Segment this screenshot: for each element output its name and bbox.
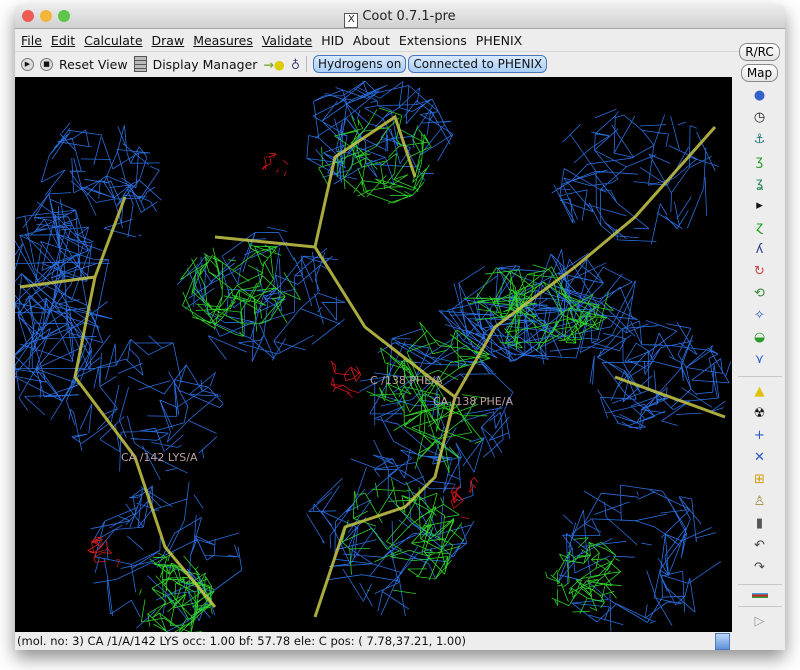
title-bar: X Coot 0.7.1-pre (15, 5, 785, 29)
mesh-blob (306, 439, 475, 616)
torsion-icon[interactable]: ⟲ (754, 286, 765, 301)
map-button[interactable]: Map (740, 64, 779, 82)
redo-icon[interactable]: ↷ (754, 560, 765, 576)
add-residue-icon[interactable]: + (754, 428, 765, 444)
reset-view-button[interactable]: Reset View (59, 56, 128, 72)
status-bar: (mol. no: 3) CA /1/A/142 LYS occ: 1.00 b… (15, 632, 785, 650)
mesh-blob (139, 552, 215, 632)
menu-phenix[interactable]: PHENIX (475, 32, 523, 48)
mesh-blob (545, 537, 622, 615)
atom-label: CA /142 LYS/A (121, 451, 198, 464)
backbone-trace (19, 114, 726, 618)
toolbar: ▶ ■ Reset View Display Manager →● ♁ Hydr… (15, 51, 739, 76)
undo-icon[interactable]: ↶ (754, 538, 765, 554)
clear-pending-icon[interactable]: ♙ (753, 494, 766, 510)
auto-fit-rotamer-icon[interactable]: ʎ (755, 242, 764, 257)
mesh-blob (450, 477, 479, 520)
3d-graphics-canvas[interactable]: C /138 PHE/A CA /138 PHE/A CA /142 LYS/A (15, 77, 732, 632)
mesh-blob (589, 320, 732, 430)
real-space-refine-icon[interactable]: ʒ (755, 154, 764, 169)
delete-icon[interactable]: ▮ (755, 516, 764, 532)
status-indicator (715, 633, 730, 650)
stop-icon[interactable]: ■ (40, 57, 53, 71)
mesh-blob (438, 249, 649, 365)
mesh-blob (359, 328, 514, 493)
mesh-blob (318, 107, 432, 204)
mesh-blob (66, 335, 224, 481)
display-manager-button[interactable]: Display Manager (152, 56, 258, 72)
menu-bar: File Edit Calculate Draw Measures Validate HID… (15, 29, 785, 51)
mesh-blob (176, 226, 346, 362)
display-manager-icon (133, 56, 147, 72)
mesh-blob (330, 361, 362, 398)
menu-file[interactable]: File (21, 32, 42, 48)
add-terminal-icon[interactable]: ✕ (754, 450, 765, 466)
pep-flip-icon[interactable]: ✧ (754, 308, 765, 323)
side-chain-icon[interactable]: ◒ (753, 330, 766, 345)
mesh-blob (557, 484, 722, 632)
mesh-blob (15, 192, 113, 421)
mesh-blob (179, 238, 301, 337)
mesh-blob (366, 321, 491, 474)
globe-icon[interactable]: ● (753, 88, 766, 103)
go-to-atom-icon[interactable]: →● (263, 56, 285, 72)
mesh-blob (551, 108, 719, 245)
more-icon[interactable]: ▷ (754, 614, 765, 629)
rrc-button[interactable]: R/RC (739, 43, 780, 61)
mesh-blob (341, 478, 465, 594)
backrub-icon[interactable]: ⋎ (754, 352, 765, 367)
menu-edit[interactable]: Edit (50, 32, 76, 48)
status-text: (mol. no: 3) CA /1/A/142 LYS occ: 1.00 b… (17, 634, 467, 648)
hydrogens-toggle[interactable]: Hydrogens on (312, 55, 407, 73)
x11-icon: X (344, 13, 359, 28)
place-atom-icon[interactable]: ▲ (754, 384, 765, 400)
regularize-icon[interactable]: ʓ (755, 176, 764, 191)
zoom-button[interactable] (58, 10, 70, 22)
mesh-blob (87, 536, 120, 568)
clock-icon[interactable]: ◷ (753, 110, 766, 125)
density-map-mesh (15, 80, 732, 632)
window-title: Coot 0.7.1-pre (362, 9, 456, 24)
rotamer-icon[interactable]: ↻ (754, 264, 765, 279)
menu-hid[interactable]: HID (321, 32, 344, 48)
play-icon[interactable]: ▸ (756, 198, 763, 213)
coot-window: X Coot 0.7.1-pre File Edit Calculate Draw Mea… (15, 5, 785, 650)
atom-label: C /138 PHE/A (370, 374, 443, 387)
mesh-blob (463, 264, 614, 352)
menu-calculate[interactable]: Calculate (84, 32, 143, 48)
menu-draw[interactable]: Draw (151, 32, 185, 48)
close-button[interactable] (22, 10, 34, 22)
menu-validate[interactable]: Validate (261, 32, 313, 48)
atom-label: CA /138 PHE/A (433, 395, 513, 408)
mesh-blob (306, 80, 454, 185)
menu-measures[interactable]: Measures (193, 32, 253, 48)
add-alt-conf-icon[interactable]: ⊞ (754, 472, 765, 488)
menu-about[interactable]: About (352, 32, 390, 48)
mesh-blob (261, 153, 289, 177)
model-icon[interactable]: ♁ (290, 56, 300, 72)
menu-extensions[interactable]: Extensions (398, 32, 467, 48)
phenix-connection-button[interactable]: Connected to PHENIX (408, 55, 548, 73)
mesh-blob (34, 122, 162, 251)
anchor-icon[interactable]: ⚓ (753, 132, 766, 147)
side-toolbar: R/RC Map ● ◷ ⚓ ʒ ʓ ▸ ɀ ʎ ↻ ⟲ ✧ ◒ ⋎ ▲ ☢ + ✕ ⊞ ♙ ▮ ↶ ↷ ▷ (734, 43, 785, 633)
flag-icon[interactable] (751, 592, 768, 598)
rigid-body-fit-icon[interactable]: ɀ (756, 220, 763, 235)
play-icon[interactable]: ▶ (21, 57, 34, 71)
minimize-button[interactable] (40, 10, 52, 22)
radioactive-icon[interactable]: ☢ (753, 406, 766, 422)
